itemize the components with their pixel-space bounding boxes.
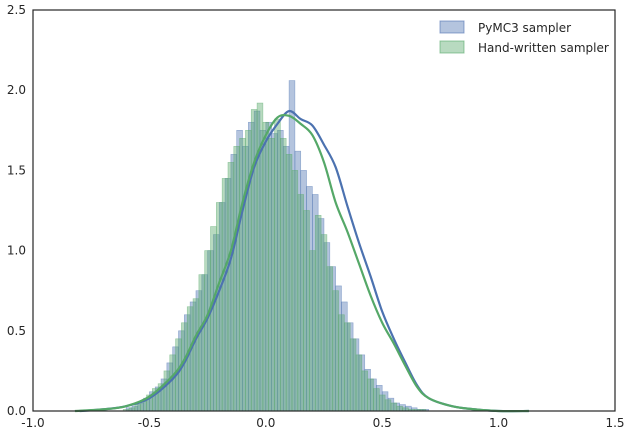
histogram-bar xyxy=(378,394,386,412)
y-axis: 0.0 0.5 1.0 1.5 2.0 2.5 xyxy=(7,3,26,418)
plot-frame xyxy=(32,9,616,412)
histogram-bar xyxy=(274,118,281,412)
histogram-bar xyxy=(262,121,270,412)
histogram-bar xyxy=(216,202,223,412)
y-tick-label: 0.0 xyxy=(7,404,26,418)
histogram-bar xyxy=(233,146,240,412)
histogram-bar xyxy=(326,266,334,412)
histogram-bar xyxy=(361,370,368,412)
histogram-bar xyxy=(285,154,293,412)
histogram-bar xyxy=(314,215,322,412)
histogram-bar xyxy=(355,354,363,412)
histogram-bar xyxy=(390,402,398,412)
hand-written-kde-line xyxy=(74,113,529,413)
x-tick-label: -0.5 xyxy=(138,416,161,430)
histogram-bar xyxy=(163,370,171,412)
y-tick-label: 1.0 xyxy=(7,244,26,258)
histogram-bar xyxy=(198,274,205,412)
histogram-bar xyxy=(192,298,200,412)
x-tick-label: -1.0 xyxy=(21,416,44,430)
y-tick-label: 2.0 xyxy=(7,83,26,97)
histogram-bar xyxy=(227,162,235,412)
legend-swatch-pymc3 xyxy=(439,20,465,34)
histogram-bar xyxy=(384,399,392,412)
histogram-bar xyxy=(303,210,310,412)
legend-label-pymc3: PyMC3 sampler xyxy=(478,21,571,35)
histogram-bar xyxy=(169,354,176,412)
x-tick-label: 1.5 xyxy=(605,416,624,430)
histogram-bar xyxy=(349,338,357,412)
histogram-bar xyxy=(344,322,351,412)
histogram-bar xyxy=(134,404,141,412)
histogram-bar xyxy=(297,194,304,412)
x-tick-label: 0.5 xyxy=(373,416,392,430)
histogram-bar xyxy=(186,306,194,412)
histogram-bar xyxy=(367,378,374,412)
histogram-bar xyxy=(396,405,403,412)
legend-label-hand-written: Hand-written sampler xyxy=(478,41,609,55)
histogram-bar xyxy=(268,138,275,412)
x-tick-label: 0.0 xyxy=(256,416,275,430)
x-axis: -1.0 -0.5 0.0 0.5 1.0 1.5 xyxy=(21,416,624,430)
histogram-bar xyxy=(291,170,299,412)
y-tick-label: 2.5 xyxy=(7,3,26,17)
histogram-bar xyxy=(373,388,380,412)
histogram-bar xyxy=(338,314,345,412)
histogram-bar xyxy=(320,234,328,412)
histogram-bar xyxy=(204,250,211,412)
histogram-bar xyxy=(239,138,246,412)
histogram-bar xyxy=(221,178,229,412)
histogram-bar xyxy=(210,226,217,412)
histogram-bar xyxy=(309,250,316,412)
x-tick-label: 1.0 xyxy=(489,416,508,430)
histogram-bar xyxy=(332,290,339,412)
y-tick-label: 0.5 xyxy=(7,324,26,338)
legend: PyMC3 sampler Hand-written sampler xyxy=(439,20,609,55)
legend-swatch-hand-written xyxy=(439,40,465,54)
histogram-bar xyxy=(280,138,287,412)
y-tick-label: 1.5 xyxy=(7,163,26,177)
